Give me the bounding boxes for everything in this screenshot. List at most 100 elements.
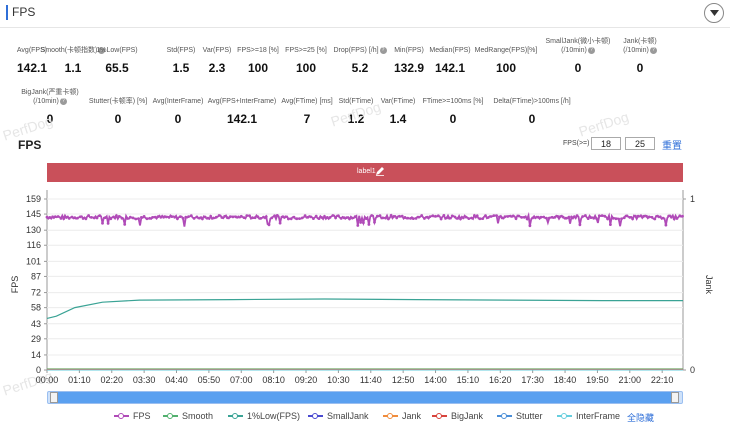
legend-label: FPS <box>133 411 151 421</box>
fps-data-point <box>145 217 149 221</box>
fps-data-point <box>578 223 582 227</box>
fps-data-point <box>214 215 218 219</box>
fps-data-point <box>201 217 204 221</box>
fps-data-point <box>51 215 54 219</box>
stat-delta-ftime-100ms-h: Delta(FTime)>100ms [/h] 0 <box>482 97 582 126</box>
legend-marker <box>387 413 393 419</box>
y2-axis-label: Jank <box>704 275 714 295</box>
hide-all-toggle[interactable]: 全隐藏 <box>627 413 655 423</box>
fps-data-point <box>53 215 57 219</box>
fps-data-point <box>492 214 496 218</box>
scroll-handle-left[interactable] <box>50 392 58 403</box>
fps-data-point <box>123 223 127 226</box>
fps-data-point <box>325 216 329 219</box>
stat-label: Avg(FPS+InterFrame) <box>207 98 277 105</box>
stat-jank: Jank(卡顿) (/10min)? 0 <box>590 37 690 75</box>
fps-data-point <box>226 216 229 220</box>
help-icon[interactable]: ? <box>379 46 387 54</box>
fps-data-point <box>320 216 324 219</box>
y2-tick-label: 0 <box>690 365 695 375</box>
y-tick-label: 130 <box>26 225 41 235</box>
fps-data-point <box>131 216 135 220</box>
fps-data-point <box>148 216 152 220</box>
scroll-thumb[interactable] <box>55 392 675 403</box>
label-band[interactable]: label1 <box>47 163 683 182</box>
stat-label-unit: (/10min)? <box>590 46 690 55</box>
x-tick-label: 12:50 <box>392 375 415 385</box>
fps-threshold-input-1[interactable]: 18 <box>591 137 621 150</box>
fps-data-point <box>498 215 501 219</box>
fps-data-point <box>142 215 146 218</box>
help-icon[interactable]: ? <box>59 97 67 105</box>
fps-data-point <box>375 214 379 218</box>
time-range-scrollbar[interactable] <box>47 391 683 404</box>
fps-data-point <box>298 217 301 221</box>
fps-data-point <box>428 215 432 219</box>
fps-data-point <box>264 215 268 219</box>
help-icon[interactable]: ? <box>587 46 595 54</box>
fps-data-point <box>495 214 498 218</box>
fps-data-point <box>153 215 157 219</box>
fps-data-point <box>217 214 221 217</box>
fps-data-point <box>550 215 554 219</box>
stat-label: Std(FTime) <box>338 98 374 105</box>
fps-data-point <box>92 216 96 220</box>
fps-data-point <box>237 215 240 219</box>
fps-data-point <box>625 214 629 218</box>
fps-data-point <box>101 221 104 225</box>
fps-data-point <box>187 215 190 219</box>
help-icon[interactable]: ? <box>649 46 657 54</box>
legend-marker <box>232 413 238 419</box>
fps-data-point <box>275 214 279 217</box>
fps-data-point <box>475 214 479 218</box>
fps-data-point <box>67 217 71 220</box>
fps-threshold-input-2[interactable]: 25 <box>625 137 655 150</box>
fps-data-point <box>284 215 288 219</box>
stat-label: Delta(FTime)>100ms [/h] <box>493 98 571 105</box>
fps-data-point <box>128 215 132 219</box>
scroll-handle-right[interactable] <box>671 392 679 403</box>
x-tick-label: 17:30 <box>521 375 544 385</box>
stat-label: FTime>=100ms [%] <box>422 98 484 105</box>
fps-data-point <box>87 214 90 217</box>
legend-marker <box>501 413 507 419</box>
fps-data-point <box>387 217 390 221</box>
fps-data-point <box>489 215 493 218</box>
fps-data-point <box>650 215 654 219</box>
fps-data-point <box>520 216 523 219</box>
fps-data-point <box>464 215 468 219</box>
fps-data-point <box>503 215 507 219</box>
fps-data-point <box>295 217 299 221</box>
fps-data-point <box>239 214 243 218</box>
fps-data-point <box>553 215 557 219</box>
fps-data-point <box>115 214 118 218</box>
fps-data-point <box>681 214 684 218</box>
fps-data-point <box>162 215 166 219</box>
stat-value: 142.1 <box>226 112 258 126</box>
fps-data-point <box>547 216 551 220</box>
stat-medrange-fps: MedRange(FPS)[%] 100 <box>456 46 556 75</box>
fps-data-point <box>362 221 365 225</box>
fps-data-point <box>570 215 573 219</box>
stat-value: 142.1 <box>434 61 466 75</box>
fps-data-point <box>126 217 129 220</box>
fps-data-point <box>90 216 93 219</box>
fps-data-point <box>450 214 454 218</box>
fps-data-point <box>65 216 68 219</box>
fps-data-point <box>531 216 535 220</box>
fps-data-point <box>575 214 579 218</box>
pencil-icon[interactable] <box>375 166 385 176</box>
y-tick-label: 72 <box>31 288 41 298</box>
fps-data-point <box>442 214 446 217</box>
reset-button[interactable]: 重置 <box>662 141 682 152</box>
help-icon[interactable]: ? <box>98 46 106 54</box>
fps-data-point <box>273 214 276 218</box>
stat-stutter: Stutter(卡顿率) [%] 0 <box>68 97 168 126</box>
fps-data-point <box>56 215 60 218</box>
collapse-button[interactable] <box>704 3 724 23</box>
fps-data-point <box>334 216 337 220</box>
fps-data-point <box>151 216 154 219</box>
stat-value: 0 <box>528 112 536 126</box>
fps-data-point <box>189 214 193 218</box>
fps-data-point <box>658 215 662 219</box>
